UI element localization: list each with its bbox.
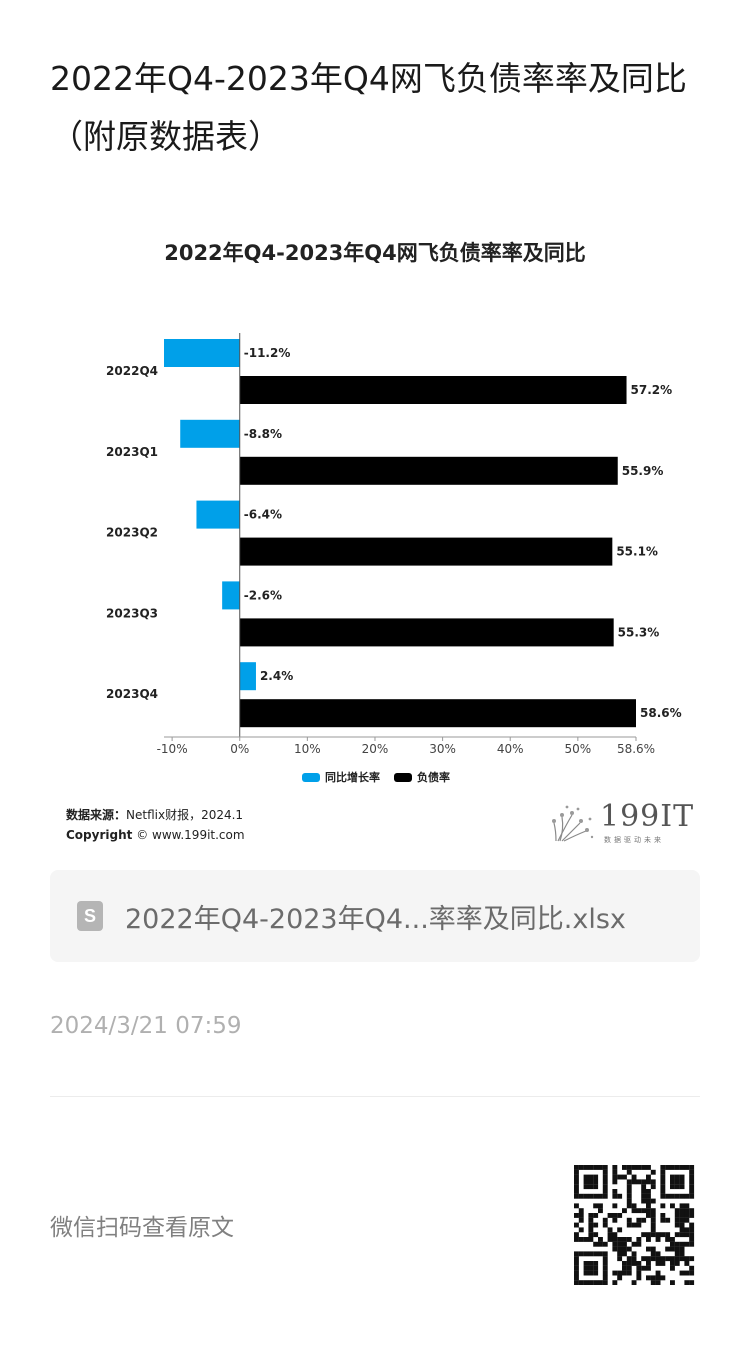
x-tick-label: 10% [294, 742, 321, 756]
bar-growth-2023Q2 [196, 500, 240, 529]
x-tick-label: 50% [565, 742, 592, 756]
x-tick-label: -10% [157, 742, 188, 756]
chart-card: -11.2% 57.2% 2022Q4 -8.8% 55.9% 2023Q1 -6.4% 55… [50, 215, 700, 855]
bar-growth-2022Q4 [164, 339, 240, 367]
bar-growth-2023Q4 [239, 662, 256, 691]
199it-logo: 199IT 数据驱动未来 [550, 799, 693, 847]
legend-item-growth: 同比增长率 [302, 769, 380, 785]
legend-swatch-debt [394, 772, 412, 782]
bar-debt-2022Q4 [239, 376, 627, 404]
chart-legend: 同比增长率 负债率 [302, 769, 464, 785]
bar-debt-2023Q4 [239, 699, 636, 728]
data-source: 数据来源：Netflix财报，2024.1 Copyright © www.19… [66, 805, 245, 845]
spreadsheet-file-icon: S [77, 901, 103, 931]
data-label-growth-2023Q4: 2.4% [260, 669, 293, 683]
data-label-growth-2023Q2: -6.4% [244, 508, 282, 522]
x-tick-label: 30% [429, 742, 456, 756]
data-label-growth-2023Q1: -8.8% [244, 427, 282, 441]
x-tick-label: 20% [362, 742, 389, 756]
data-label-debt-2023Q4: 58.6% [640, 706, 682, 720]
attachment-card[interactable]: S 2022年Q4-2023年Q4...率率及同比.xlsx [50, 870, 700, 962]
category-label-2022Q4: 2022Q4 [106, 364, 158, 378]
bar-growth-2023Q3 [222, 581, 240, 610]
x-tick-label: 58.6% [617, 742, 655, 756]
data-label-debt-2023Q1: 55.9% [622, 464, 664, 478]
logo-subtitle: 数据驱动未来 [604, 836, 664, 844]
copyright-value: © www.199it.com [136, 828, 245, 842]
legend-swatch-growth [302, 772, 320, 782]
bar-chart: -11.2% 57.2% 2022Q4 -8.8% 55.9% 2023Q1 -6.4% 55… [106, 333, 682, 756]
data-label-debt-2023Q3: 55.3% [618, 625, 660, 639]
data-label-debt-2022Q4: 57.2% [631, 383, 673, 397]
source-label: 数据来源： [66, 808, 127, 822]
legend-item-debt: 负债率 [394, 769, 450, 785]
publish-timestamp: 2024/3/21 07:59 [50, 1013, 242, 1039]
article-title: 2022年Q4-2023年Q4网飞负债率率及同比（附原数据表） [50, 59, 687, 156]
category-label-2023Q1: 2023Q1 [106, 445, 158, 459]
bar-debt-2023Q1 [239, 456, 618, 485]
legend-label-growth: 同比增长率 [325, 771, 380, 784]
data-label-growth-2023Q3: -2.6% [244, 588, 282, 602]
data-label-growth-2022Q4: -11.2% [244, 346, 291, 360]
legend-label-debt: 负债率 [417, 771, 450, 784]
bar-growth-2023Q1 [180, 419, 240, 448]
wechat-scan-prompt: 微信扫码查看原文 [50, 1215, 234, 1241]
qr-code[interactable] [573, 1165, 695, 1285]
category-label-2023Q4: 2023Q4 [106, 687, 158, 701]
dandelion-logo-icon [552, 805, 594, 842]
attachment-file-name: 2022年Q4-2023年Q4...率率及同比.xlsx [125, 903, 626, 935]
source-value: Netflix财报，2024.1 [126, 808, 244, 822]
divider [50, 1096, 700, 1097]
x-tick-label: 0% [230, 742, 249, 756]
logo-text: 199IT [600, 799, 695, 834]
bar-debt-2023Q3 [239, 618, 614, 647]
x-tick-label: 40% [497, 742, 524, 756]
category-label-2023Q2: 2023Q2 [106, 526, 158, 540]
data-label-debt-2023Q2: 55.1% [616, 545, 658, 559]
chart-title: 2022年Q4-2023年Q4网飞负债率率及同比 [164, 241, 586, 265]
category-label-2023Q3: 2023Q3 [106, 606, 158, 620]
copyright-label: Copyright [66, 828, 133, 842]
bar-debt-2023Q2 [239, 537, 613, 566]
